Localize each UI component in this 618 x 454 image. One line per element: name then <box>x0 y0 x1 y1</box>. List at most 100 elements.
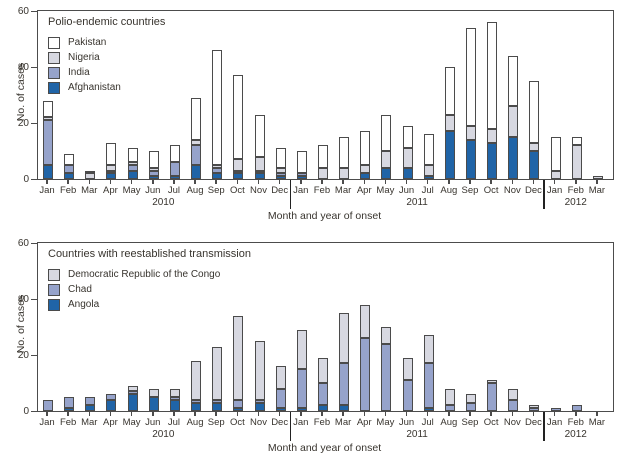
y-axis-tick-label: 0 <box>23 405 29 417</box>
x-axis-tick <box>130 411 133 416</box>
month-label: Mar <box>588 184 606 196</box>
bar-segment-pakistan <box>402 125 413 149</box>
legend-item: Angola <box>48 297 251 312</box>
legend-item: Nigeria <box>48 50 165 65</box>
bar-segment-chad <box>169 397 180 400</box>
bar-segment-afghanistan <box>423 176 434 179</box>
bar-segment-chad <box>191 399 202 403</box>
x-axis-tick <box>236 411 239 416</box>
bar-segment-angola <box>233 408 244 411</box>
month-label: Oct <box>229 416 245 428</box>
bar-segment-pakistan <box>466 27 476 126</box>
bar-segment-nigeria <box>508 106 519 137</box>
month-label: Jan <box>39 416 55 428</box>
month-label: Mar <box>81 416 98 428</box>
x-axis-tick <box>109 411 112 416</box>
bar-segment-afghanistan <box>360 173 371 179</box>
bar-segment-chad <box>571 405 582 411</box>
x-axis-tick <box>109 179 112 184</box>
bar-segment-india <box>64 165 75 174</box>
bar-segment-democratic-republic-of-the-congo <box>212 346 223 400</box>
x-axis-tick <box>511 179 514 184</box>
bar-segment-india <box>275 173 286 177</box>
x-axis-tick <box>363 179 365 184</box>
bar-segment-angola <box>64 408 75 411</box>
x-axis-tick <box>490 411 492 416</box>
legend-label: Chad <box>68 284 92 295</box>
x-axis-tick <box>88 411 91 416</box>
legend-title: Countries with reestablished transmissio… <box>48 248 251 260</box>
plot-area <box>37 242 614 412</box>
month-label: Dec <box>271 184 289 196</box>
bar-segment-pakistan <box>423 134 434 165</box>
bar-segment-democratic-republic-of-the-congo <box>360 304 371 339</box>
month-label: Jan <box>293 184 309 196</box>
bar-segment-pakistan <box>191 97 202 140</box>
x-axis-tick <box>426 179 429 184</box>
month-label: May <box>376 416 395 428</box>
chart-polio-endemic-countries: No. of cases Month and year of onset Pol… <box>0 0 618 226</box>
x-axis-tick <box>469 411 471 416</box>
x-axis-tick <box>596 411 598 416</box>
bar-segment-democratic-republic-of-the-congo <box>127 385 138 392</box>
month-label: Feb <box>313 416 331 428</box>
bar-segment-afghanistan <box>508 137 519 179</box>
month-label: Jun <box>145 416 161 428</box>
year-label: 2012 <box>564 428 587 440</box>
x-axis-tick <box>194 411 196 416</box>
bar-segment-nigeria <box>127 162 138 165</box>
bar-segment-chad <box>508 399 519 411</box>
y-axis-tick-label: 0 <box>23 173 29 185</box>
month-label: Apr <box>356 184 372 196</box>
bar-segment-afghanistan <box>487 142 498 179</box>
month-label: Nov <box>503 184 521 196</box>
bar-segment-afghanistan <box>43 165 53 179</box>
bar-segment-nigeria <box>381 151 392 168</box>
bar-segment-nigeria <box>254 156 265 171</box>
bar-segment-democratic-republic-of-the-congo <box>423 335 434 364</box>
x-axis-tick <box>575 411 577 416</box>
x-axis-tick <box>342 411 344 416</box>
x-axis-tick <box>511 411 514 416</box>
bar-segment-democratic-republic-of-the-congo <box>296 329 307 369</box>
year-label: 2010 <box>152 196 175 208</box>
month-label: Sep <box>461 184 479 196</box>
bar-segment-afghanistan <box>233 173 244 179</box>
x-axis-tick <box>532 411 535 416</box>
bar-segment-nigeria <box>191 139 202 146</box>
y-axis-title: No. of cases <box>15 294 27 354</box>
bar-segment-chad <box>64 397 75 409</box>
bar-segment-angola <box>148 397 159 411</box>
bar-segment-angola <box>85 405 96 411</box>
year-divider <box>543 411 545 441</box>
month-label: May <box>376 184 395 196</box>
x-axis-tick <box>300 411 302 416</box>
x-axis-tick <box>532 179 535 184</box>
bar-segment-chad <box>381 343 392 411</box>
x-axis-tick <box>257 411 260 416</box>
x-axis-tick <box>321 411 323 416</box>
bar-segment-democratic-republic-of-the-congo <box>444 388 455 406</box>
bar-segment-afghanistan <box>529 151 540 179</box>
bar-segment-chad <box>529 408 540 411</box>
bar-segment-angola <box>296 408 307 411</box>
bar-segment-chad <box>85 397 96 406</box>
bar-segment-nigeria <box>360 165 371 174</box>
x-axis-tick <box>257 179 260 184</box>
month-label: Oct <box>483 416 499 428</box>
bar-segment-india <box>233 170 244 174</box>
month-label: Jun <box>145 184 161 196</box>
x-axis-tick <box>278 179 281 184</box>
legend: Polio-endemic countries Pakistan Nigeria I… <box>48 16 165 95</box>
bar-segment-nigeria <box>529 142 540 151</box>
x-axis-tick <box>575 179 577 184</box>
year-label: 2010 <box>152 428 175 440</box>
month-label: Apr <box>103 184 118 196</box>
legend: Countries with reestablished transmissio… <box>48 248 251 312</box>
month-label: Feb <box>59 184 77 196</box>
x-axis-tick <box>278 411 281 416</box>
bar-segment-pakistan <box>360 131 371 165</box>
month-label: May <box>122 416 141 428</box>
bar-segment-chad <box>423 363 434 409</box>
month-label: Jan <box>546 184 563 196</box>
